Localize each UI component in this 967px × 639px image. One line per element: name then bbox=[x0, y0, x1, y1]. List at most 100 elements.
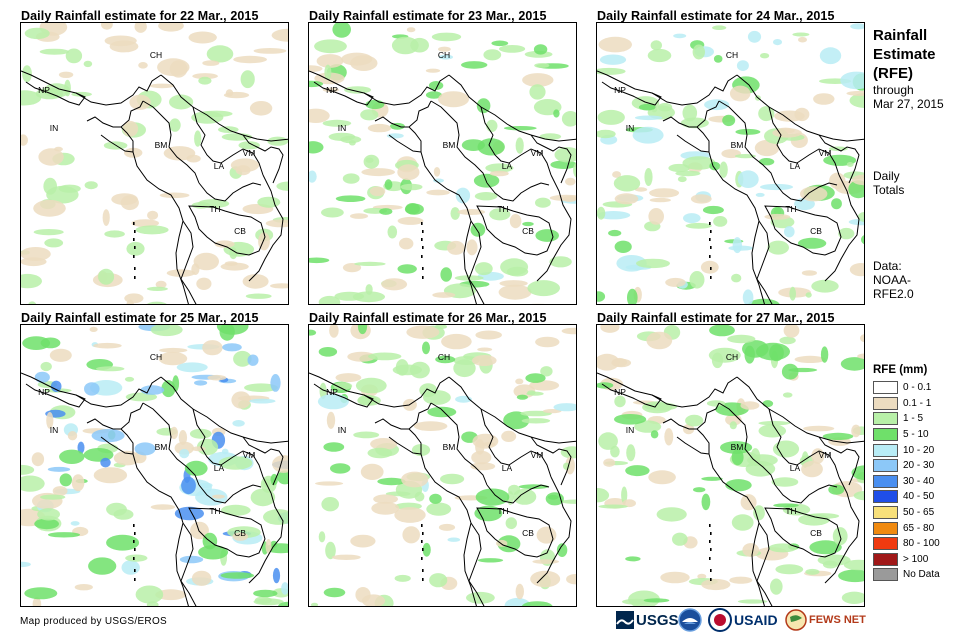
rain-cell bbox=[533, 44, 548, 55]
rain-cell bbox=[147, 210, 159, 220]
country-border bbox=[676, 134, 710, 153]
rain-cell bbox=[384, 179, 393, 190]
island-mark bbox=[134, 548, 136, 551]
rain-cell bbox=[329, 325, 339, 338]
rain-cell bbox=[230, 158, 260, 172]
rain-cell bbox=[367, 123, 392, 133]
rain-cell bbox=[74, 584, 93, 591]
rain-cell bbox=[70, 521, 80, 526]
country-border bbox=[774, 182, 838, 202]
rain-cell bbox=[83, 60, 93, 68]
rain-cell bbox=[614, 395, 626, 408]
rain-cell bbox=[664, 428, 674, 446]
rain-cell bbox=[169, 118, 181, 132]
country-border bbox=[480, 408, 552, 478]
rain-cell bbox=[190, 521, 209, 540]
rain-cell bbox=[309, 141, 324, 154]
rain-cell bbox=[360, 109, 379, 121]
country-label-cb: CB bbox=[234, 226, 246, 236]
rain-cell bbox=[725, 479, 752, 492]
rain-cell bbox=[486, 119, 498, 132]
rain-cell bbox=[100, 457, 111, 468]
rain-cell bbox=[428, 81, 444, 90]
map-canvas bbox=[309, 23, 576, 304]
rain-cell bbox=[665, 277, 686, 287]
country-label-in: IN bbox=[625, 123, 635, 133]
rain-cell bbox=[677, 176, 687, 183]
island-mark bbox=[134, 532, 136, 535]
rain-cell bbox=[427, 406, 457, 418]
rain-cell bbox=[198, 545, 229, 560]
rainfall-map-24-mar: CH NP IN BM LA VM TH CB bbox=[596, 22, 865, 305]
rain-cell bbox=[361, 168, 395, 177]
legend-row: 30 - 40 bbox=[873, 474, 940, 490]
map-canvas bbox=[597, 23, 864, 304]
rain-cell bbox=[257, 196, 281, 208]
rain-cell bbox=[44, 238, 64, 248]
rainfall-map-26-mar: CH NP IN BM LA VM TH CB bbox=[308, 324, 577, 607]
country-border bbox=[824, 174, 860, 282]
country-border bbox=[530, 134, 572, 184]
rain-cell bbox=[121, 560, 140, 575]
rain-cell bbox=[322, 87, 339, 93]
rain-cell bbox=[781, 363, 799, 380]
rain-cell bbox=[737, 599, 768, 604]
rain-cell bbox=[466, 239, 478, 256]
rain-cell bbox=[771, 477, 799, 487]
legend-label: 50 - 65 bbox=[903, 507, 935, 519]
rain-cell bbox=[503, 411, 530, 430]
legend-swatch bbox=[873, 474, 898, 488]
rain-cell bbox=[352, 291, 385, 303]
rain-cell bbox=[124, 376, 135, 382]
rain-cell bbox=[357, 325, 368, 335]
rain-cell bbox=[135, 225, 169, 235]
rain-cell bbox=[736, 60, 749, 71]
rain-cell bbox=[682, 156, 716, 170]
rain-cell bbox=[857, 353, 864, 359]
rain-cell bbox=[685, 222, 712, 229]
legend-swatch bbox=[873, 552, 898, 566]
country-label-th: TH bbox=[785, 506, 797, 516]
rain-cell bbox=[474, 505, 503, 522]
rain-cell bbox=[612, 171, 622, 178]
rain-cell bbox=[755, 192, 765, 197]
rain-cell bbox=[202, 340, 223, 356]
rain-cell bbox=[276, 181, 288, 191]
rain-cell bbox=[379, 208, 393, 215]
rain-cell bbox=[690, 194, 712, 204]
island-mark bbox=[422, 267, 424, 270]
rain-cell bbox=[709, 325, 735, 337]
rain-cell bbox=[32, 597, 42, 606]
rain-cell bbox=[253, 589, 278, 598]
rain-cell bbox=[647, 48, 672, 63]
rain-cell bbox=[438, 91, 469, 108]
rain-cell bbox=[597, 206, 606, 220]
side-title-3: (RFE) bbox=[873, 65, 913, 82]
usaid-seal-icon bbox=[708, 608, 732, 632]
legend-swatch bbox=[873, 521, 898, 535]
rain-cell bbox=[323, 442, 345, 452]
country-label-vm: VM bbox=[818, 148, 832, 158]
rain-cell bbox=[65, 48, 83, 64]
rain-cell bbox=[774, 110, 805, 122]
rain-cell bbox=[713, 216, 728, 227]
rain-cell bbox=[561, 111, 576, 127]
island-mark bbox=[709, 557, 711, 560]
map-canvas bbox=[309, 325, 576, 606]
rain-cell bbox=[683, 213, 701, 224]
rain-cell bbox=[332, 23, 351, 38]
island-mark bbox=[134, 230, 136, 233]
country-border bbox=[430, 402, 488, 486]
legend-label: > 100 bbox=[903, 553, 929, 565]
country-border bbox=[601, 81, 662, 106]
rain-cell bbox=[758, 158, 775, 166]
rain-cell bbox=[474, 262, 493, 276]
rain-cell bbox=[397, 264, 417, 274]
rain-cell bbox=[347, 351, 376, 362]
side-daily-totals: Daily Totals bbox=[873, 169, 904, 197]
map-canvas bbox=[21, 23, 288, 304]
country-label-la: LA bbox=[213, 161, 225, 171]
country-label-cb: CB bbox=[810, 226, 822, 236]
rain-cell bbox=[59, 473, 72, 487]
rain-cell bbox=[754, 139, 780, 157]
